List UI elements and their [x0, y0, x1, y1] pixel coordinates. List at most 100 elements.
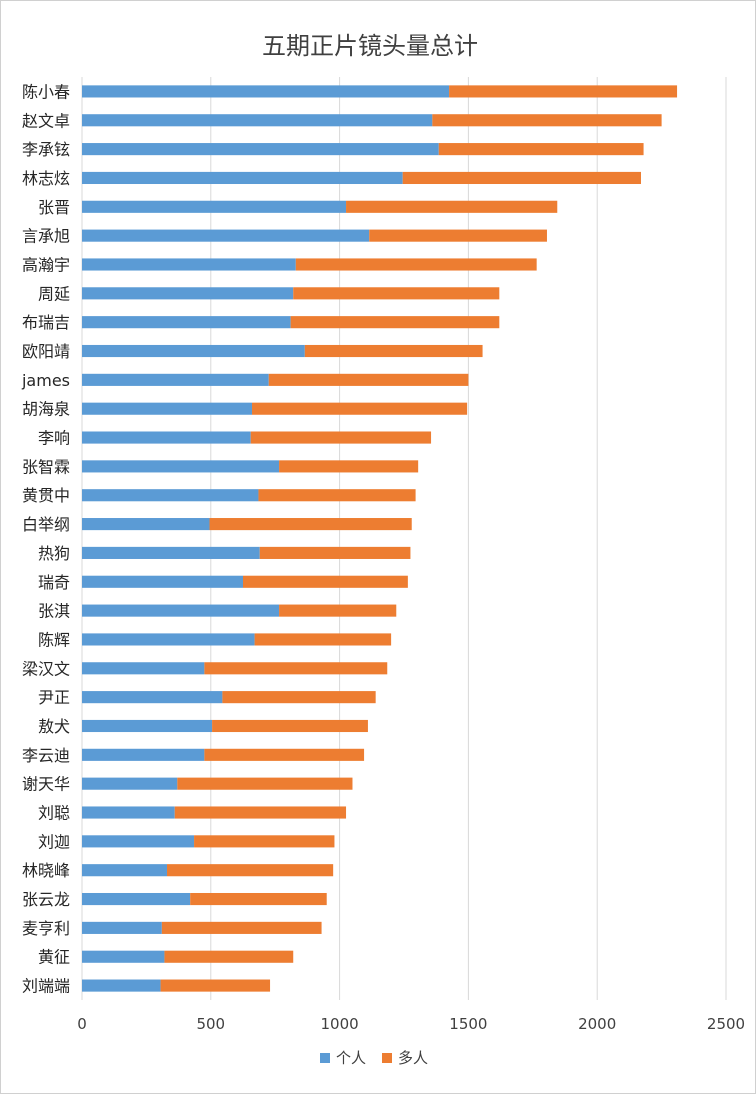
- legend-label: 个人: [336, 1049, 366, 1067]
- x-tick-label: 2000: [578, 1015, 616, 1033]
- bar-group: [290, 316, 500, 329]
- category-label: 林志炫: [22, 169, 70, 188]
- chart-title: 五期正片镜头量总计: [262, 32, 478, 60]
- category-label: 胡海泉: [22, 400, 70, 419]
- x-tick-label: 2500: [707, 1015, 745, 1033]
- bar-individual: [82, 575, 243, 588]
- category-label: 刘端端: [22, 977, 70, 996]
- category-label: 热狗: [38, 544, 70, 563]
- bars: [82, 85, 678, 992]
- category-label: 林晓峰: [22, 861, 70, 880]
- bar-individual: [82, 806, 175, 819]
- category-label: 赵文卓: [22, 111, 70, 130]
- bar-group: [279, 460, 419, 473]
- bar-individual: [82, 979, 161, 992]
- bar-individual: [82, 719, 213, 733]
- category-label: 高瀚宇: [22, 255, 70, 274]
- category-label: 张云龙: [22, 890, 70, 909]
- bar-individual: [82, 950, 165, 963]
- bar-group: [204, 662, 388, 675]
- bar-individual: [82, 143, 439, 156]
- bar-individual: [82, 518, 210, 531]
- category-label: 尹正: [38, 688, 70, 707]
- category-label: 张淇: [38, 602, 70, 621]
- bar-group: [402, 171, 641, 185]
- bar-group: [250, 431, 432, 444]
- category-label: 陈辉: [38, 630, 70, 649]
- category-label: 李云迪: [22, 746, 70, 765]
- bar-individual: [82, 200, 347, 213]
- bar-individual: [82, 633, 255, 646]
- category-label: 梁汉文: [22, 659, 70, 678]
- category-label: 瑞奇: [38, 573, 70, 592]
- bar-individual: [82, 316, 291, 329]
- category-label: 欧阳靖: [22, 342, 70, 361]
- category-label: 麦亨利: [22, 919, 70, 938]
- legend-swatch: [320, 1053, 330, 1063]
- category-label: 黄贯中: [22, 486, 70, 505]
- category-label: james: [21, 371, 70, 390]
- bar-group: [222, 691, 376, 704]
- bar-group: [204, 748, 365, 761]
- bar-individual: [82, 287, 294, 300]
- bar-individual: [82, 835, 195, 848]
- bar-group: [167, 864, 334, 877]
- bar-group: [254, 633, 392, 646]
- bar-individual: [82, 604, 280, 617]
- category-label: 谢天华: [22, 775, 70, 794]
- category-label: 黄征: [38, 948, 70, 967]
- category-label: 言承旭: [22, 227, 70, 246]
- bar-group: [174, 806, 347, 819]
- bar-group: [449, 85, 678, 98]
- x-tick-label: 500: [196, 1015, 225, 1033]
- bar-individual: [82, 344, 305, 358]
- bar-group: [252, 402, 468, 415]
- legend: 个人 多人: [320, 1049, 428, 1067]
- bar-group: [295, 258, 537, 271]
- bar-individual: [82, 431, 251, 444]
- x-axis-tick-labels: 0 500 1000 1500 2000 2500: [77, 1015, 745, 1033]
- bar-individual: [82, 114, 433, 127]
- bar-group: [209, 518, 412, 531]
- category-label: 敖犬: [38, 717, 70, 736]
- bar-group: [161, 921, 322, 934]
- bar-group: [438, 143, 644, 156]
- category-label: 李响: [38, 429, 70, 448]
- bar-individual: [82, 402, 253, 415]
- bar-individual: [82, 777, 178, 790]
- category-label: 周延: [38, 284, 70, 303]
- x-tick-label: 0: [77, 1015, 87, 1033]
- legend-swatch: [382, 1053, 392, 1063]
- category-label: 刘迦: [38, 832, 70, 851]
- bar-individual: [82, 85, 450, 98]
- category-label: 刘聪: [38, 804, 70, 823]
- bar-individual: [82, 892, 191, 906]
- bar-individual: [82, 864, 168, 877]
- category-label: 李承铉: [22, 140, 70, 159]
- bar-individual: [82, 748, 205, 761]
- category-label: 布瑞吉: [22, 313, 70, 332]
- bar-group: [279, 604, 397, 617]
- bar-group: [293, 287, 500, 300]
- bar-individual: [82, 546, 260, 559]
- bar-group: [432, 114, 662, 127]
- bar-group: [190, 892, 327, 906]
- category-label: 张晋: [38, 198, 70, 217]
- category-label: 陈小春: [22, 82, 70, 101]
- bar-group: [212, 719, 368, 733]
- bar-individual: [82, 171, 403, 185]
- bar-group: [164, 950, 294, 963]
- category-label: 张智霖: [22, 457, 70, 476]
- gridlines: [81, 77, 727, 1000]
- bar-group: [258, 489, 416, 502]
- bar-group: [194, 835, 335, 848]
- x-tick-label: 1500: [449, 1015, 487, 1033]
- bar-group: [243, 575, 408, 588]
- bar-group: [346, 200, 558, 213]
- bar-individual: [82, 373, 269, 386]
- bar-group: [304, 344, 483, 358]
- legend-label: 多人: [398, 1049, 428, 1067]
